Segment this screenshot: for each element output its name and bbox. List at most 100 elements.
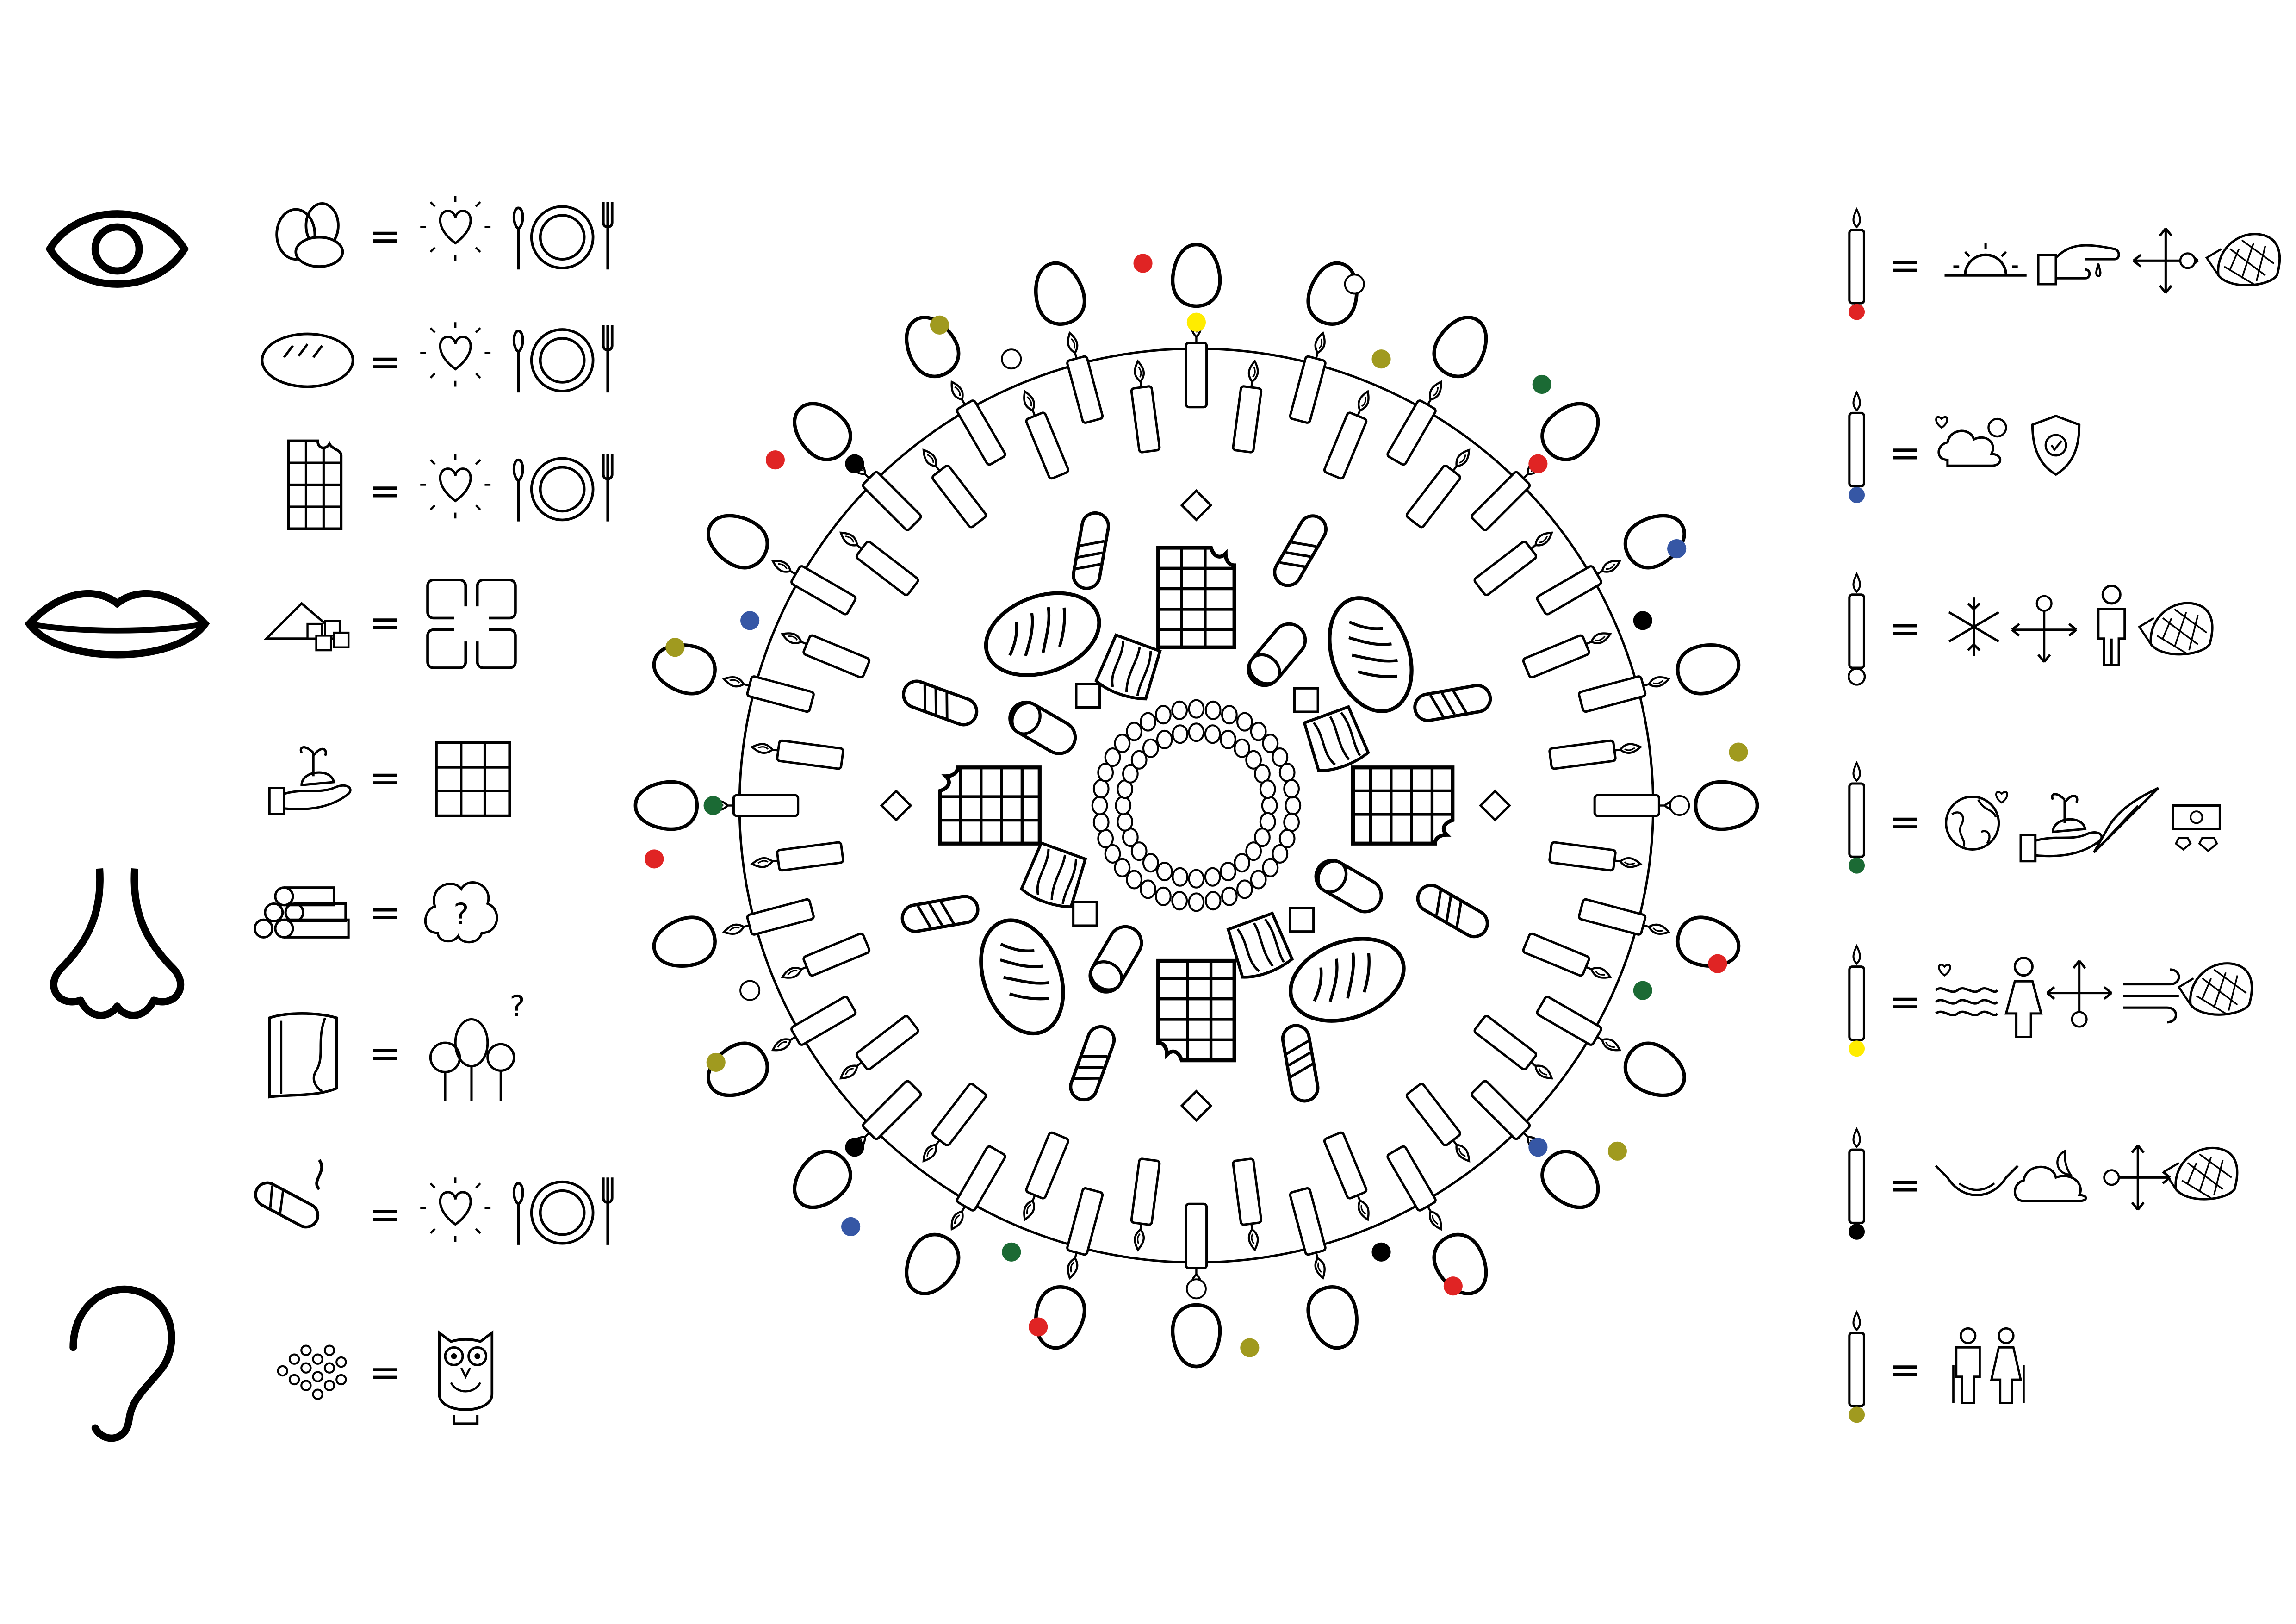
candle <box>1522 624 1614 678</box>
man-icon <box>2098 586 2125 665</box>
seed-ring <box>1091 699 1302 912</box>
cigar <box>1413 684 1492 723</box>
egg <box>699 1035 776 1107</box>
seed <box>1142 738 1159 758</box>
legend-row-yellow-candle: = <box>1849 946 2252 1057</box>
color-dot <box>1443 1276 1463 1296</box>
owl-icon <box>439 1333 492 1424</box>
seed <box>1155 705 1172 725</box>
love-icon <box>420 196 490 261</box>
color-dot <box>1001 348 1022 370</box>
bark-piece <box>1302 706 1370 775</box>
seed <box>1283 812 1300 832</box>
equals-sign: = <box>1889 243 1921 287</box>
seed <box>1122 764 1139 784</box>
seed <box>1262 858 1279 877</box>
white-dot <box>1848 667 1866 686</box>
candle <box>943 377 1006 466</box>
egg <box>1028 258 1090 330</box>
candle <box>1015 387 1069 479</box>
sugar-cubes-icon <box>267 604 348 650</box>
legend-row-eggs: = <box>277 196 612 269</box>
seed <box>1245 750 1262 770</box>
cloud-heart-icon <box>1936 417 2006 466</box>
corn-icon <box>2164 1148 2237 1199</box>
color-dot <box>703 796 723 815</box>
color-dot <box>845 1138 864 1157</box>
seed <box>1272 844 1289 864</box>
candle <box>1387 1145 1450 1234</box>
water-heart-icon <box>1936 964 1998 1015</box>
woman-icon <box>2006 958 2041 1037</box>
nose-icon <box>54 869 180 1015</box>
seed <box>1188 869 1205 889</box>
egg <box>1426 308 1497 385</box>
equals-sign: = <box>1889 1348 1921 1392</box>
egg <box>1617 1035 1694 1107</box>
candle-icon <box>1849 946 1864 1040</box>
legend-row-bread: = <box>262 322 612 392</box>
equals-sign: = <box>1889 1164 1921 1207</box>
color-dot <box>1029 1317 1048 1337</box>
logs-icon <box>255 888 349 938</box>
egg <box>1173 1305 1220 1367</box>
blue-dot <box>1849 487 1865 504</box>
color-dot <box>1607 1141 1627 1161</box>
egg <box>895 308 967 385</box>
candle <box>1474 1015 1558 1087</box>
color-dot <box>1633 981 1652 1000</box>
equals-sign: = <box>1889 431 1921 475</box>
seed <box>1097 763 1114 783</box>
corn-icon <box>2207 234 2280 286</box>
seed <box>1261 796 1278 815</box>
egg <box>1303 1282 1364 1354</box>
snowflake-icon <box>1949 597 1999 656</box>
color-dot <box>1528 1138 1548 1157</box>
chocolate-bar <box>940 767 1040 844</box>
color-dot <box>1240 1338 1260 1357</box>
seed <box>1092 812 1110 832</box>
color-dot <box>765 450 785 470</box>
candle <box>1522 933 1614 987</box>
bark-icon <box>269 1014 337 1097</box>
legend-row-logs: = <box>255 883 497 942</box>
color-dot <box>1708 954 1727 973</box>
lips-icon <box>29 594 205 655</box>
candle <box>1406 1083 1477 1168</box>
candle <box>915 444 987 529</box>
candle <box>1536 996 1625 1059</box>
bread-loaf <box>974 579 1111 690</box>
legend-row-white-candle: = <box>1848 574 2212 686</box>
color-dot <box>1667 539 1687 559</box>
equals-sign: = <box>369 1193 401 1237</box>
seed <box>1204 867 1221 887</box>
shield-icon <box>2032 416 2079 475</box>
diamond <box>1180 489 1213 522</box>
seed <box>1172 867 1189 887</box>
candle <box>1578 899 1671 942</box>
black-dot <box>1849 1223 1865 1240</box>
candle <box>1128 360 1160 453</box>
mandala <box>635 244 1757 1366</box>
seed <box>1156 862 1173 882</box>
candle <box>1406 444 1477 529</box>
candle-icon <box>1849 1129 1864 1223</box>
diamond <box>880 789 912 822</box>
color-dot <box>665 638 685 657</box>
plate-icon <box>514 325 612 393</box>
color-dot <box>930 315 949 335</box>
chocolate-bar <box>1158 548 1235 647</box>
candle <box>1015 1132 1069 1223</box>
candle <box>778 933 870 987</box>
cacao-hand-icon <box>269 747 350 815</box>
seed <box>1272 747 1289 767</box>
seed <box>1278 828 1296 848</box>
cigar <box>900 894 980 933</box>
equals-sign: = <box>369 891 401 935</box>
eggs-icon <box>277 204 342 267</box>
seed <box>1156 729 1173 749</box>
candle <box>1128 1158 1160 1251</box>
seed <box>1278 763 1296 783</box>
egg <box>635 782 697 829</box>
seed <box>1114 858 1131 877</box>
